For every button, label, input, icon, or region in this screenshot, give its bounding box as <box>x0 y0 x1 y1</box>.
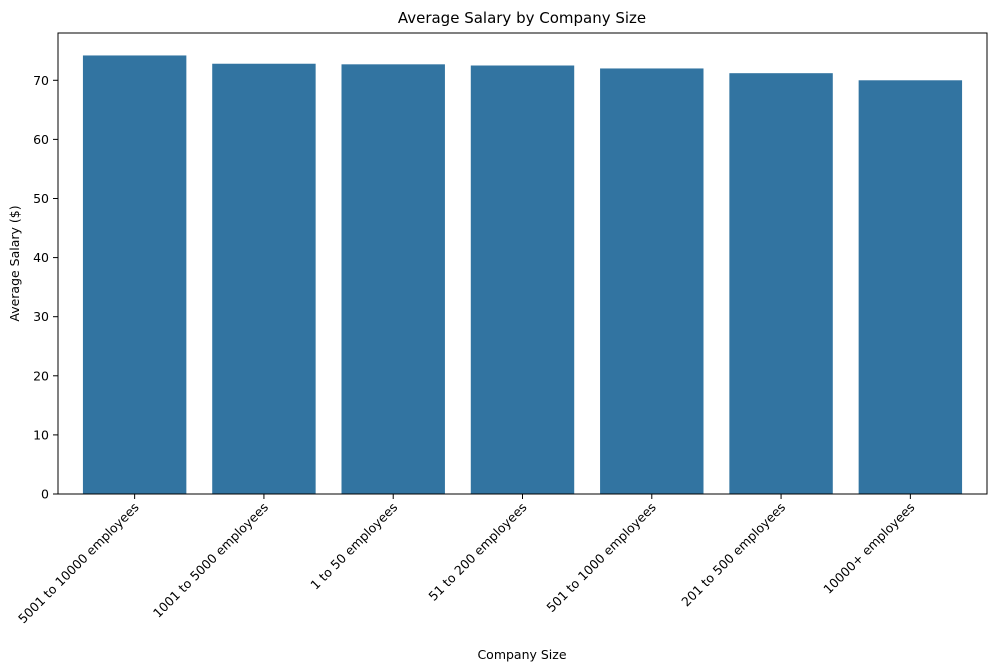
x-tick-label: 10000+ employees <box>820 500 917 597</box>
x-tick-label: 1001 to 5000 employees <box>150 500 271 621</box>
y-axis-label: Average Salary ($) <box>7 205 22 321</box>
x-tick-label: 51 to 200 employees <box>425 500 529 604</box>
x-axis-label: Company Size <box>477 647 566 662</box>
chart-title: Average Salary by Company Size <box>398 9 646 27</box>
y-tick-label: 70 <box>33 73 49 88</box>
x-tick-label: 201 to 500 employees <box>678 500 788 610</box>
bar <box>470 65 575 494</box>
y-tick-label: 60 <box>33 132 49 147</box>
y-tick-label: 40 <box>33 250 49 265</box>
x-tick-label: 5001 to 10000 employees <box>15 500 142 627</box>
y-tick-label: 10 <box>33 427 49 442</box>
x-tick-label: 501 to 1000 employees <box>543 500 659 616</box>
y-tick-label: 20 <box>33 368 49 383</box>
x-tick-label: 1 to 50 employees <box>307 500 400 593</box>
bar <box>341 64 445 495</box>
y-tick-label: 30 <box>33 309 49 324</box>
bar <box>729 73 833 494</box>
bar <box>212 63 316 494</box>
bar <box>858 80 963 495</box>
bars-group <box>82 55 963 495</box>
y-axis: 0 10 20 30 40 50 60 70 <box>33 73 58 502</box>
y-tick-label: 50 <box>33 191 49 206</box>
plot-frame <box>57 32 988 495</box>
x-axis: 5001 to 10000 employees 1001 to 5000 empl… <box>15 494 917 626</box>
bar <box>600 68 704 494</box>
bar <box>82 55 187 494</box>
y-tick-label: 0 <box>41 487 49 502</box>
